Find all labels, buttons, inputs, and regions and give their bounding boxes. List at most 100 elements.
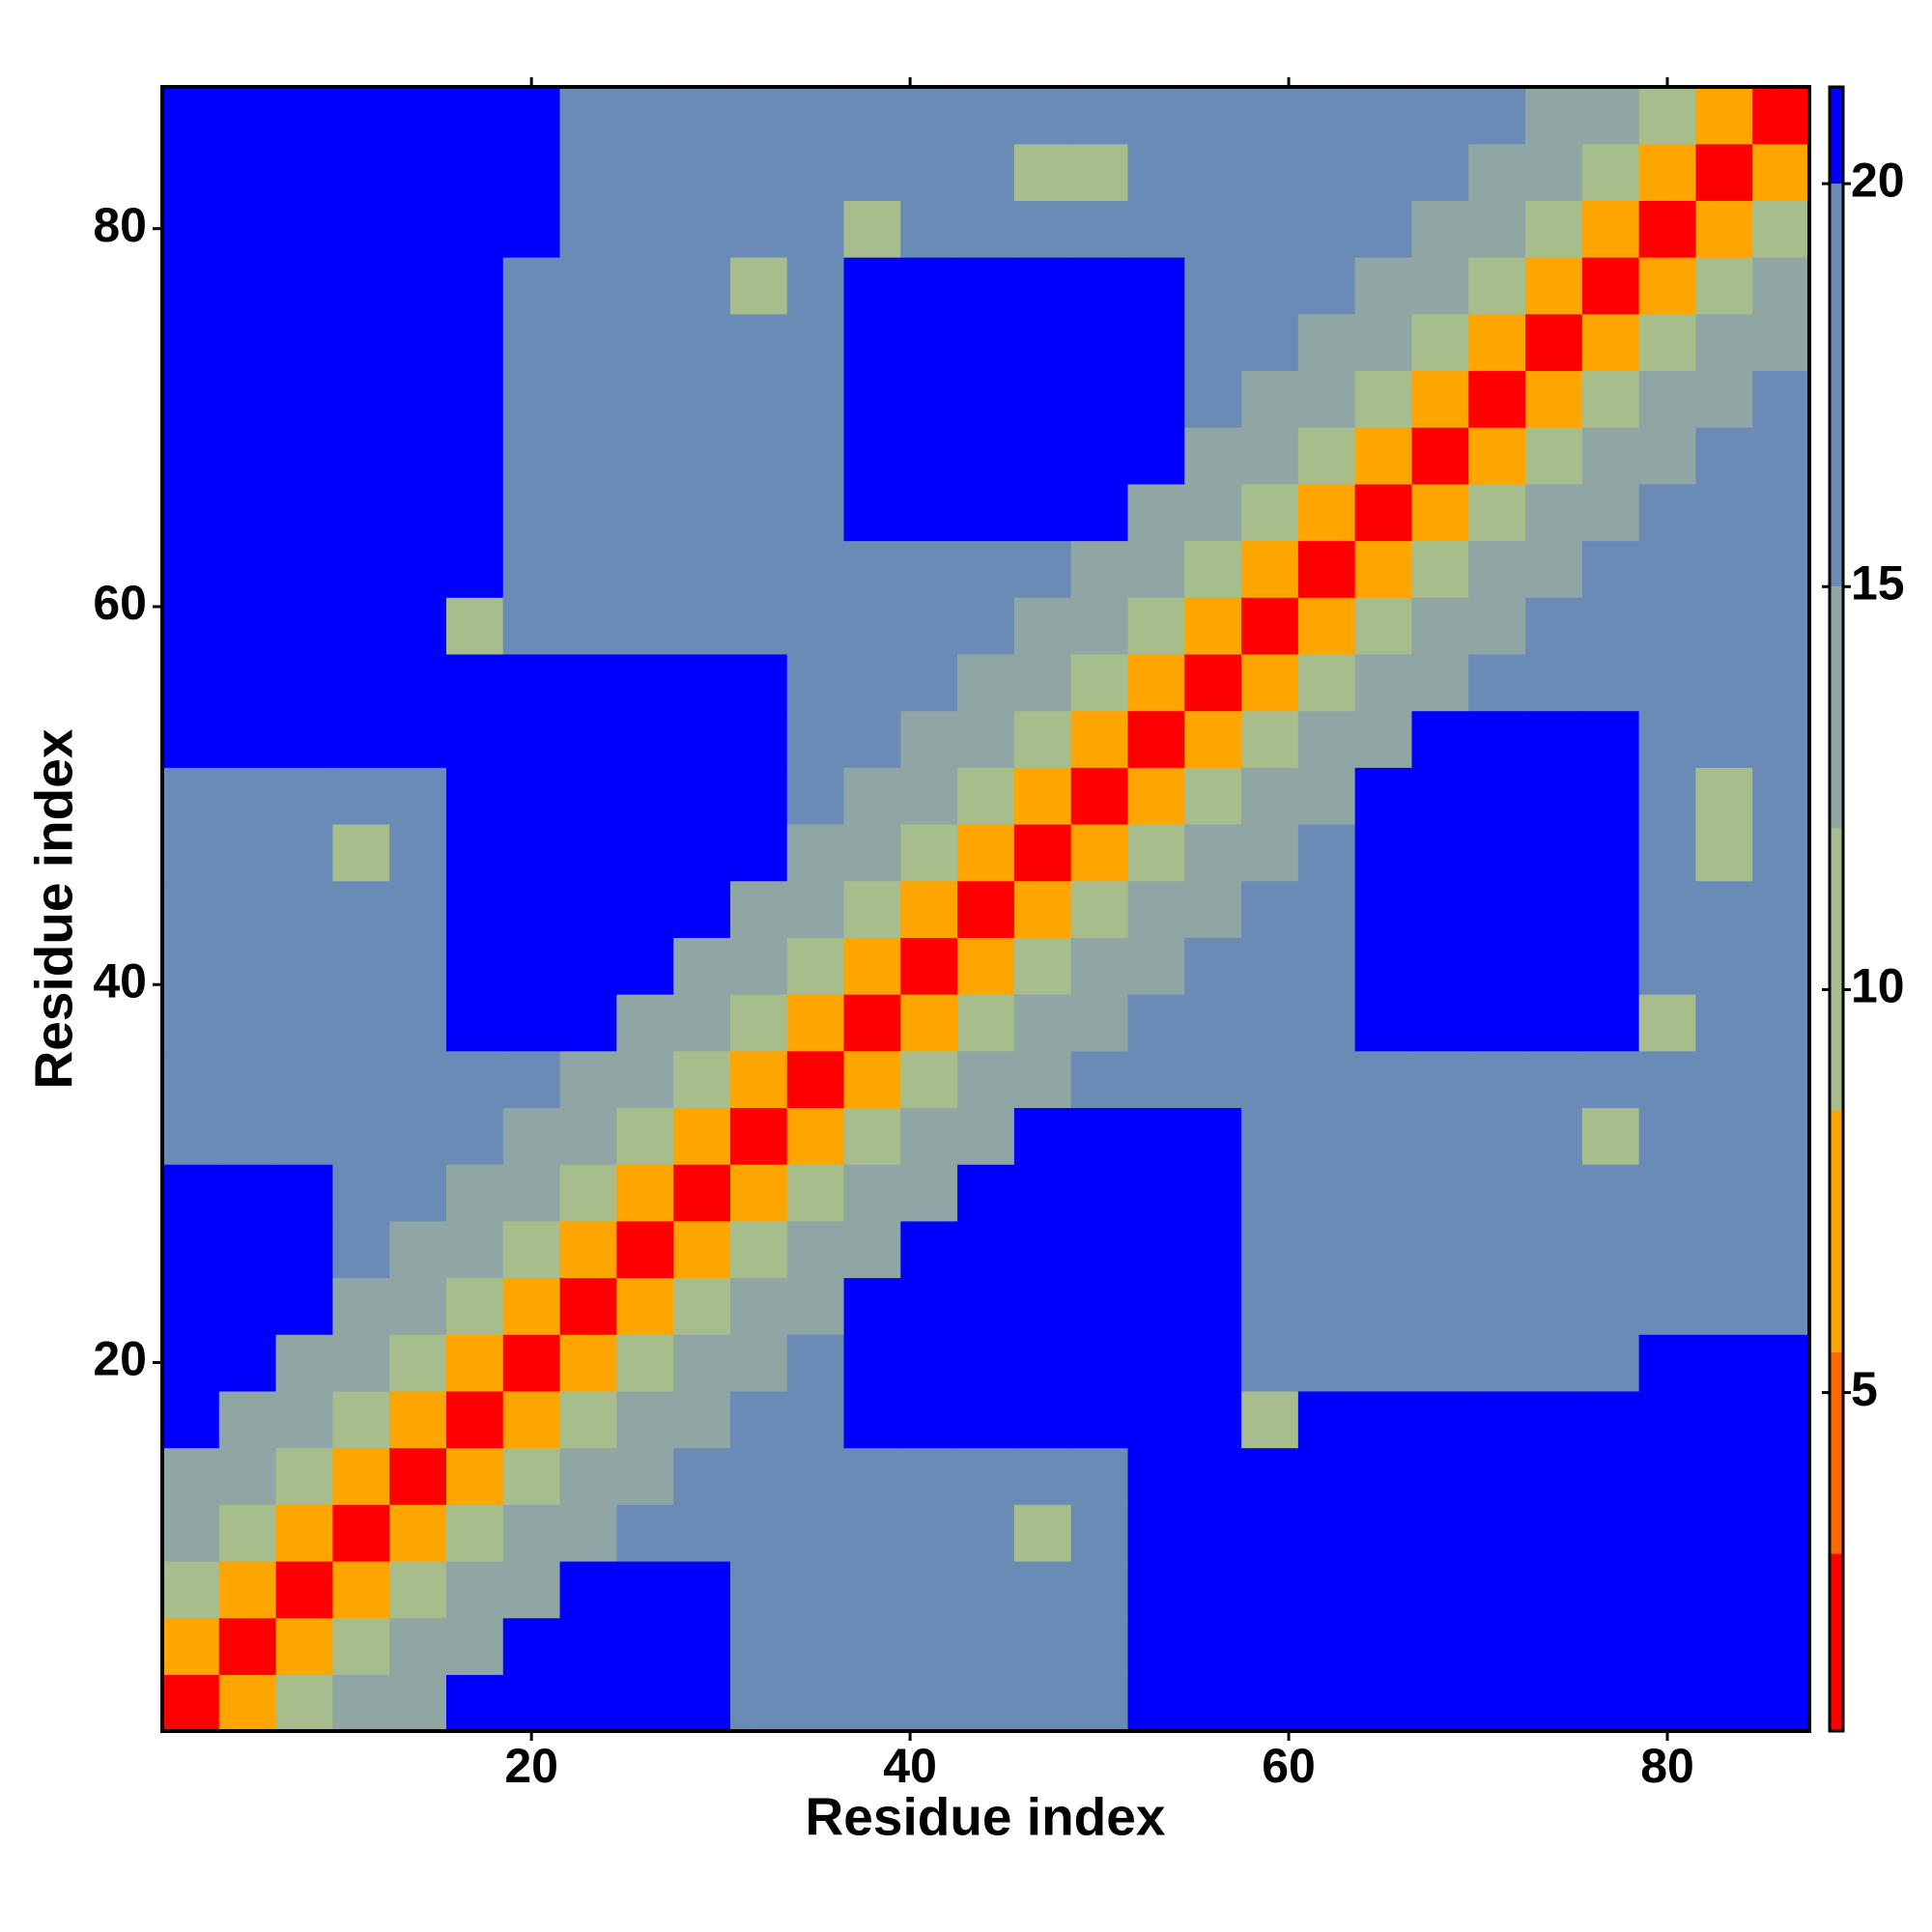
cell: [1013, 143, 1072, 201]
cell: [218, 1560, 277, 1619]
cell: [616, 1617, 674, 1675]
cell: [1752, 1277, 1810, 1335]
cell: [1013, 540, 1072, 598]
cell: [332, 143, 390, 201]
cell: [616, 1107, 674, 1165]
cell: [900, 1334, 958, 1392]
cell: [1581, 1334, 1640, 1392]
cell: [1411, 823, 1469, 882]
cell: [957, 1617, 1015, 1675]
cell: [218, 994, 277, 1052]
cell: [1525, 1504, 1583, 1562]
cell: [1127, 1050, 1185, 1109]
cell: [1070, 370, 1129, 428]
cell: [502, 1334, 561, 1392]
cell: [843, 994, 901, 1052]
cell: [673, 257, 731, 315]
cell: [162, 1164, 220, 1222]
cell: [559, 1107, 617, 1165]
cell: [1695, 87, 1753, 145]
cell: [1354, 1220, 1413, 1279]
cell: [900, 1050, 958, 1109]
cell: [843, 87, 901, 145]
cell: [1070, 1164, 1129, 1222]
cell: [1752, 767, 1810, 825]
cell: [673, 427, 731, 485]
cell: [275, 994, 333, 1052]
cell: [1070, 1504, 1129, 1562]
cell: [843, 427, 901, 485]
cell: [1468, 1334, 1526, 1392]
cell: [502, 1220, 561, 1279]
cell: [673, 483, 731, 542]
cell: [1241, 880, 1299, 938]
cell: [218, 1504, 277, 1562]
cell: [1695, 1220, 1753, 1279]
cell: [1241, 143, 1299, 201]
cell: [900, 710, 958, 768]
cell: [1525, 1164, 1583, 1222]
cell: [218, 823, 277, 882]
cell: [1525, 1107, 1583, 1165]
cell: [332, 87, 390, 145]
cell: [559, 257, 617, 315]
cell: [1525, 540, 1583, 598]
cell: [1184, 1617, 1242, 1675]
cell: [1127, 313, 1185, 372]
cell: [843, 313, 901, 372]
cell: [559, 1390, 617, 1449]
cell: [1127, 1617, 1185, 1675]
cell: [332, 483, 390, 542]
cell: [900, 937, 958, 995]
cell: [616, 1050, 674, 1109]
cell: [1297, 994, 1356, 1052]
cell: [843, 1560, 901, 1619]
cell: [1127, 710, 1185, 768]
cell: [445, 880, 504, 938]
cell: [1013, 710, 1072, 768]
cell: [1241, 1504, 1299, 1562]
cell: [786, 1560, 845, 1619]
cell: [1127, 143, 1185, 201]
cell: [1297, 937, 1356, 995]
cell: [1581, 1674, 1640, 1732]
cell: [729, 1504, 788, 1562]
cell: [900, 483, 958, 542]
cell: [1127, 200, 1185, 258]
cell: [1127, 1447, 1185, 1505]
cell: [1184, 767, 1242, 825]
cell: [1411, 1164, 1469, 1222]
cell: [843, 200, 901, 258]
cell: [673, 767, 731, 825]
cell: [673, 994, 731, 1052]
cell: [1070, 597, 1129, 655]
cell: [332, 427, 390, 485]
cell: [729, 143, 788, 201]
cell: [616, 1674, 674, 1732]
cell: [1581, 1447, 1640, 1505]
cell: [957, 1164, 1015, 1222]
cell: [1695, 597, 1753, 655]
cell: [1411, 710, 1469, 768]
cell: [1695, 1107, 1753, 1165]
cell: [502, 257, 561, 315]
cell: [275, 1164, 333, 1222]
cell: [673, 597, 731, 655]
cell: [900, 1277, 958, 1335]
cell: [616, 823, 674, 882]
cell: [1070, 200, 1129, 258]
cell: [957, 1447, 1015, 1505]
cell: [1695, 313, 1753, 372]
cell: [1184, 87, 1242, 145]
cell: [900, 823, 958, 882]
cell: [1127, 1674, 1185, 1732]
cell: [502, 313, 561, 372]
cell: [502, 1107, 561, 1165]
cell: [1752, 427, 1810, 485]
cell: [1127, 1390, 1185, 1449]
cell: [1581, 710, 1640, 768]
cell: [559, 1334, 617, 1392]
cell: [900, 1560, 958, 1619]
cell: [1638, 1674, 1697, 1732]
cell: [843, 1164, 901, 1222]
